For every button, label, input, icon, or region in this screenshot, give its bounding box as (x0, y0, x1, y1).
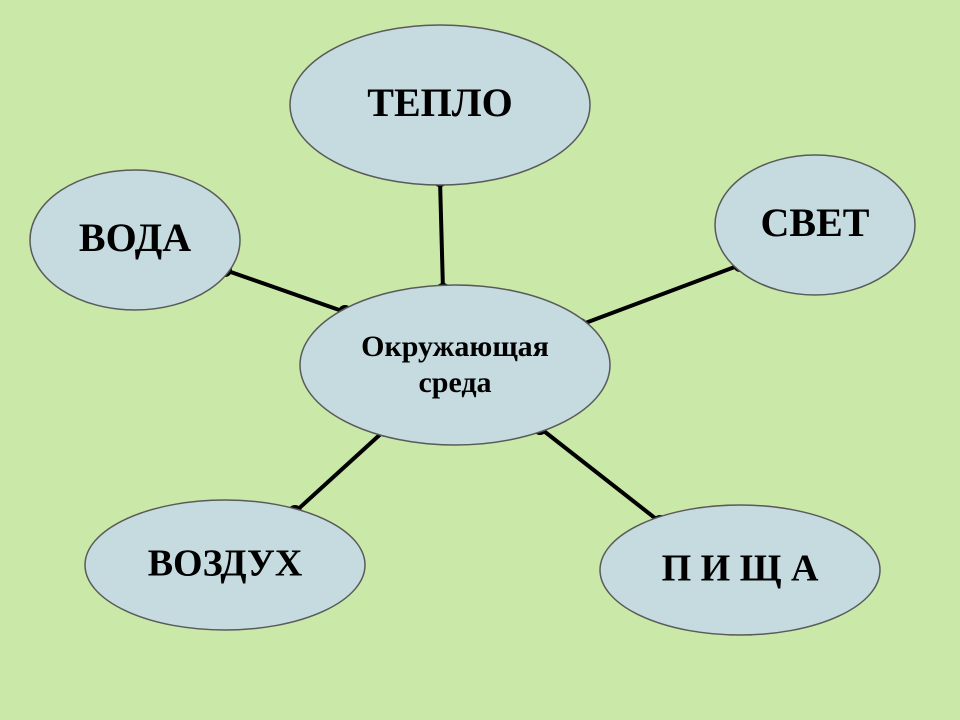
label-air: ВОЗДУХ (148, 543, 303, 585)
diagram-canvas: Окружающаясреда ТЕПЛО СВЕТ П И Щ А ВОЗДУХ ВОД… (0, 0, 960, 720)
label-heat: ТЕПЛО (367, 80, 512, 125)
label-food: П И Щ А (662, 548, 819, 590)
label-center-line1: Окружающая (361, 330, 549, 363)
label-light: СВЕТ (761, 200, 870, 245)
label-water: ВОДА (79, 215, 191, 260)
label-center-line2: среда (418, 366, 491, 399)
